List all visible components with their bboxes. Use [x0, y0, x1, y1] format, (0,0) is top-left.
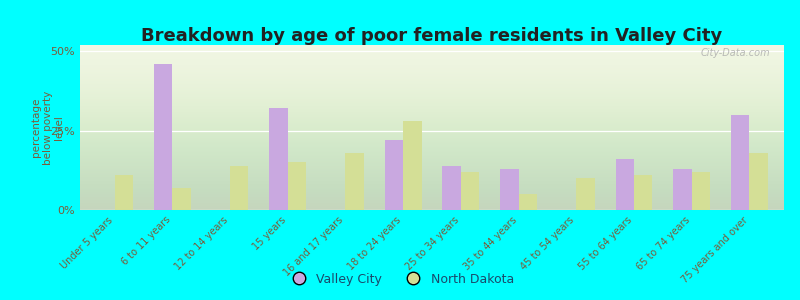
Bar — [731, 115, 750, 210]
Bar — [518, 194, 537, 210]
Bar — [172, 188, 190, 210]
Bar — [750, 153, 768, 210]
Bar — [154, 64, 172, 210]
Y-axis label: percentage
below poverty
level: percentage below poverty level — [31, 90, 64, 165]
Bar — [615, 159, 634, 210]
Bar — [634, 175, 653, 210]
Bar — [346, 153, 364, 210]
Bar — [270, 109, 288, 210]
Bar — [385, 140, 403, 210]
Bar — [576, 178, 594, 210]
Bar — [114, 175, 133, 210]
Bar — [442, 166, 461, 210]
Bar — [500, 169, 518, 210]
Bar — [230, 166, 249, 210]
Bar — [674, 169, 692, 210]
Bar — [692, 172, 710, 210]
Bar — [461, 172, 479, 210]
Title: Breakdown by age of poor female residents in Valley City: Breakdown by age of poor female resident… — [142, 27, 722, 45]
Legend: Valley City, North Dakota: Valley City, North Dakota — [281, 268, 519, 291]
Text: City-Data.com: City-Data.com — [700, 48, 770, 58]
Bar — [288, 162, 306, 210]
Bar — [403, 121, 422, 210]
